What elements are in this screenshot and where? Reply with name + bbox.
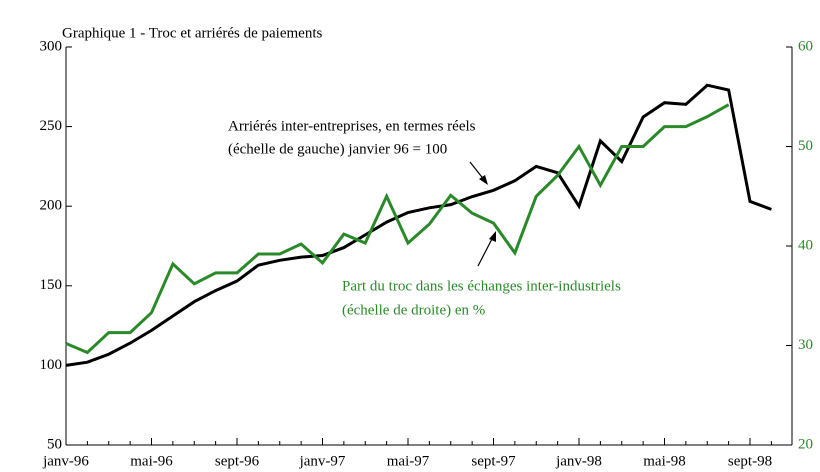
y-tick-label: 200 xyxy=(40,198,63,214)
x-tick-label: sept-98 xyxy=(728,453,772,469)
y2-tick-label: 60 xyxy=(798,38,813,54)
x-tick-label: mai-97 xyxy=(387,453,430,469)
annotation: Arriérés inter-entreprises, en termes ré… xyxy=(228,118,476,134)
x-tick-label: janv-96 xyxy=(42,453,89,469)
y-tick-label: 150 xyxy=(40,277,63,293)
y2-tick-label: 40 xyxy=(798,237,813,253)
y-tick-label: 50 xyxy=(47,436,62,452)
arrow xyxy=(469,161,488,185)
annotation: (échelle de gauche) janvier 96 = 100 xyxy=(228,141,447,157)
annotation: Part du troc dans les échanges inter-ind… xyxy=(342,278,621,294)
y-tick-label: 250 xyxy=(40,118,63,134)
x-tick-label: janv-97 xyxy=(299,453,346,469)
series-line xyxy=(65,103,730,355)
y2-tick-label: 20 xyxy=(798,436,813,452)
y-tick-label: 100 xyxy=(40,357,63,373)
series-line xyxy=(65,83,772,367)
annotation: (échelle de droite) en % xyxy=(342,302,485,318)
x-tick-label: sept-96 xyxy=(215,453,260,469)
y2-tick-label: 30 xyxy=(798,337,813,353)
y2-tick-label: 50 xyxy=(798,138,813,154)
chart-title: Graphique 1 - Troc et arriérés de paieme… xyxy=(62,25,322,41)
x-tick-label: mai-96 xyxy=(130,453,173,469)
y-tick-label: 300 xyxy=(40,38,63,54)
x-tick-label: sept-97 xyxy=(471,453,516,469)
x-tick-label: mai-98 xyxy=(643,453,686,469)
x-tick-label: janv-98 xyxy=(555,453,602,469)
arrow xyxy=(477,231,496,267)
